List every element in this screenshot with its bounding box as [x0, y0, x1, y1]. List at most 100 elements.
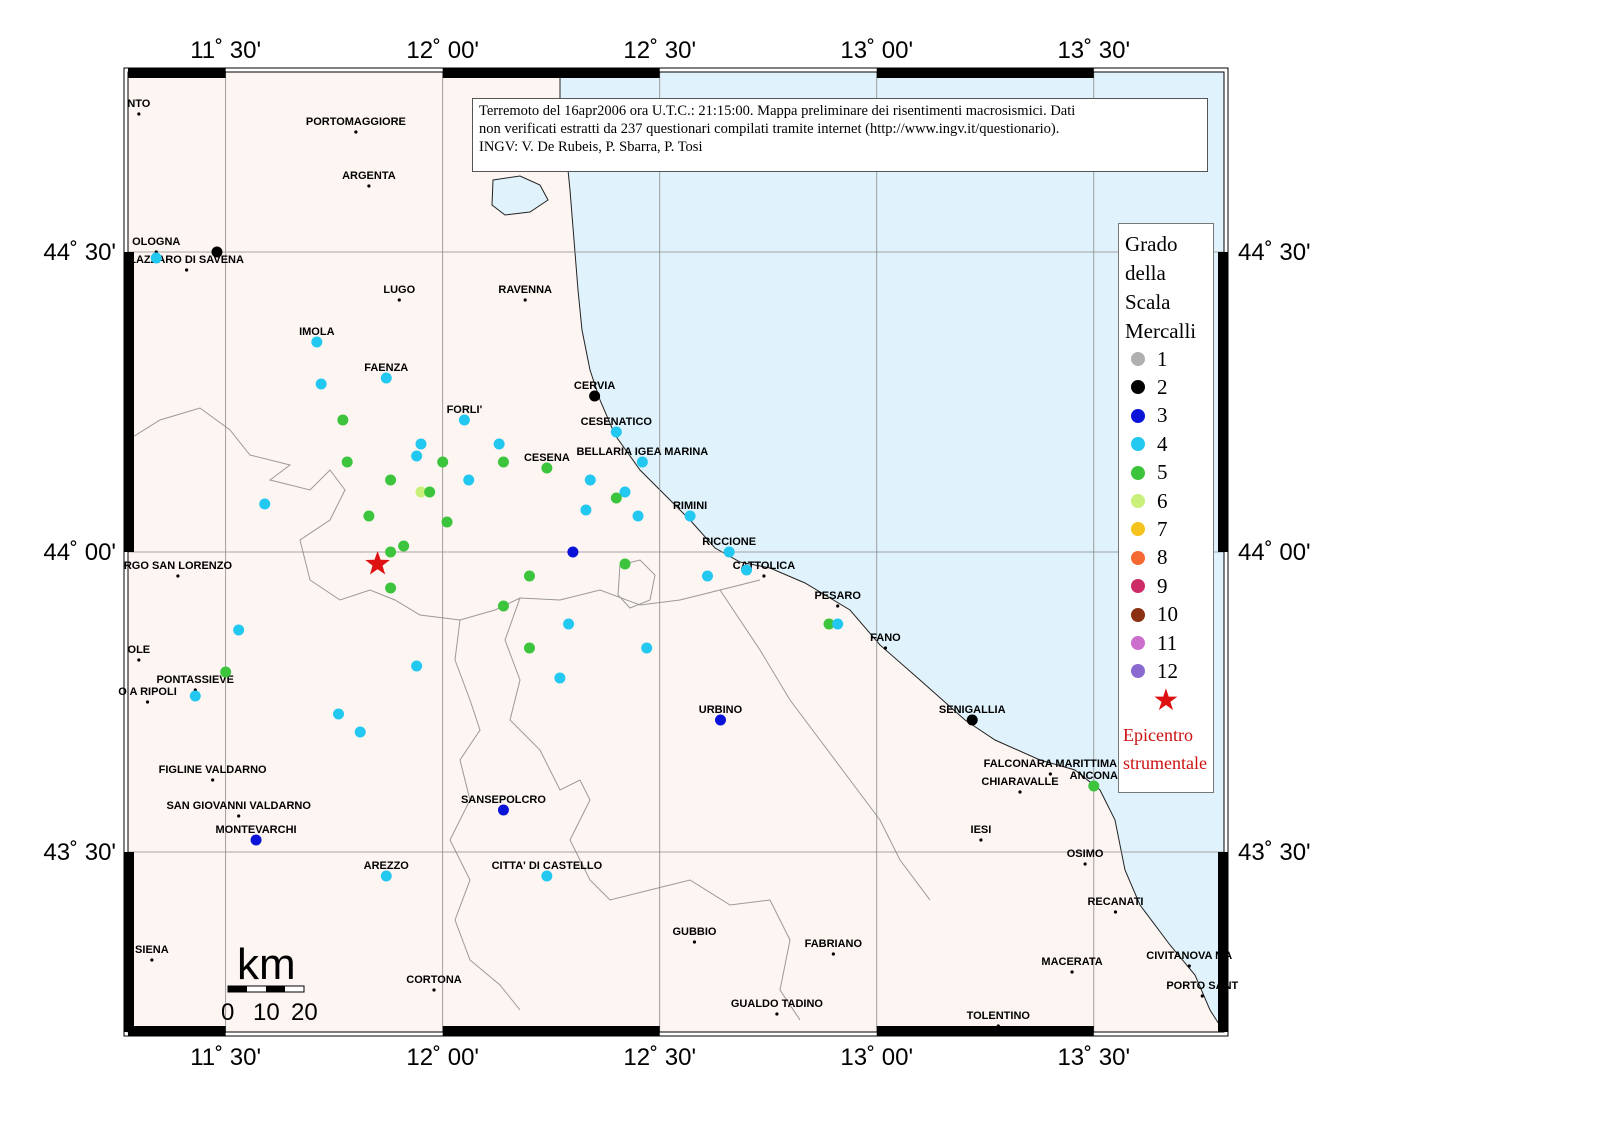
- lon-tick-label: 11˚ 30': [190, 37, 261, 64]
- intensity-point: [380, 870, 392, 882]
- scale-label-0: 0: [221, 999, 234, 1026]
- city-label: PORTOMAGGIORE: [306, 116, 406, 128]
- city-label: OLOGNA: [132, 236, 180, 248]
- legend-item: 10: [1131, 602, 1178, 628]
- region-border-south: [449, 619, 521, 1011]
- intensity-point: [333, 708, 345, 720]
- intensity-point: [823, 618, 835, 630]
- intensity-point: [385, 582, 397, 594]
- intensity-point: [415, 438, 427, 450]
- province-border: [504, 597, 801, 1021]
- intensity-point: [497, 804, 509, 816]
- city-dot: [1187, 964, 1191, 968]
- city-label: GUALDO TADINO: [731, 998, 824, 1010]
- lat-tick-label: 44˚ 30': [1238, 239, 1311, 266]
- city-dot: [397, 298, 401, 302]
- legend-item: 3: [1131, 403, 1168, 429]
- info-line-1: Terremoto del 16apr2006 ora U.T.C.: 21:1…: [479, 103, 1076, 119]
- city-marker: CIVITANOVA MA: [1146, 950, 1232, 968]
- city-dot: [211, 778, 215, 782]
- legend-title-line: Scala: [1125, 290, 1171, 314]
- legend-dot-icon: [1131, 636, 1145, 650]
- intensity-point: [493, 438, 505, 450]
- city-label: CESENA: [524, 452, 570, 464]
- intensity-point: [398, 540, 410, 552]
- city-label: OLE: [128, 644, 151, 656]
- intensity-point: [385, 546, 397, 558]
- legend-label: 4: [1157, 431, 1168, 456]
- intensity-point: [641, 642, 653, 654]
- legend-title-line: Grado: [1125, 232, 1178, 256]
- legend-item: 11: [1131, 630, 1177, 656]
- city-label: RGO SAN LORENZO: [124, 560, 233, 572]
- city-label: SANSEPOLCRO: [461, 794, 546, 806]
- intensity-point: [411, 660, 423, 672]
- legend-item: 6: [1131, 488, 1168, 514]
- city-dot: [836, 604, 840, 608]
- lon-tick-label: 12˚ 00': [406, 1044, 479, 1071]
- legend-epicenter-line: Epicentro: [1123, 725, 1193, 745]
- legend-dot-icon: [1131, 465, 1145, 480]
- legend-dot-icon: [1131, 579, 1145, 594]
- legend-title-line: della: [1125, 261, 1166, 285]
- city-label: FAENZA: [364, 362, 408, 374]
- intensity-point: [150, 252, 162, 264]
- legend-title-line: Mercalli: [1125, 319, 1197, 343]
- intensity-point: [580, 504, 592, 516]
- san-marino-border: [617, 559, 656, 609]
- city-marker: FALCONARA MARITTIMA: [984, 758, 1117, 776]
- city-dot: [367, 184, 371, 188]
- legend-label: 1: [1157, 346, 1168, 371]
- legend-label: 9: [1157, 573, 1168, 598]
- city-label: FABRIANO: [805, 938, 863, 950]
- coordinate-labels: 11˚ 30' 11˚ 30' 12˚ 00' 12˚ 00' 12˚ 30' 12˚ 3…: [43, 37, 1310, 1071]
- legend-item: 12: [1131, 658, 1178, 684]
- city-marker: RECANATI: [1087, 896, 1143, 914]
- city-label: BELLARIA IGEA MARINA: [576, 446, 708, 458]
- city-dot: [1113, 910, 1118, 914]
- city-label: OSIMO: [1067, 848, 1104, 860]
- intensity-point: [337, 414, 349, 426]
- city-marker: RAVENNA: [498, 284, 552, 302]
- city-dot: [1200, 994, 1204, 998]
- city-label: CORTONA: [406, 974, 461, 986]
- city-marker: IESI: [971, 824, 991, 842]
- city-marker: ARGENTA: [342, 170, 396, 188]
- city-label: RIMINI: [673, 500, 707, 512]
- graticule: [128, 72, 1224, 1032]
- intensity-point: [458, 414, 470, 426]
- scale-bar: km 0 10 20: [221, 940, 318, 1026]
- legend-label: 5: [1157, 460, 1168, 485]
- city-label: CHIARAVALLE: [981, 776, 1058, 788]
- city-dot: [523, 298, 527, 302]
- legend-label: 3: [1157, 403, 1168, 428]
- observation-points: [150, 246, 1100, 882]
- city-marker: LUGO: [383, 284, 416, 302]
- city-label: IMOLA: [299, 326, 334, 338]
- city-label: GUBBIO: [672, 926, 716, 938]
- intensity-point: [563, 618, 575, 630]
- intensity-point: [636, 456, 648, 468]
- legend-item: 5: [1131, 460, 1168, 486]
- intensity-point: [714, 714, 726, 726]
- city-label: URBINO: [699, 704, 743, 716]
- scale-label-10: 10: [253, 999, 280, 1026]
- intensity-point: [610, 492, 622, 504]
- city-label: CESENATICO: [581, 416, 653, 428]
- city-dot: [1083, 862, 1087, 866]
- lon-tick-label: 13˚ 00': [840, 37, 913, 64]
- intensity-point: [741, 564, 753, 576]
- city-dot: [354, 130, 358, 134]
- lon-tick-label: 12˚ 30': [623, 1044, 696, 1071]
- frame-segment: [1218, 852, 1228, 1032]
- intensity-point: [619, 486, 631, 498]
- intensity-point: [415, 486, 427, 498]
- lon-tick-label: 13˚ 30': [1057, 37, 1130, 64]
- city-label: MACERATA: [1041, 956, 1102, 968]
- city-label: NTO: [127, 98, 150, 110]
- city-label: FIGLINE VALDARNO: [159, 764, 267, 776]
- legend: Grado della Scala Mercalli 1 2 3 4 5 6 7 8 9 10 11…: [1118, 223, 1214, 793]
- legend-label: 8: [1157, 545, 1168, 570]
- intensity-point: [385, 474, 397, 486]
